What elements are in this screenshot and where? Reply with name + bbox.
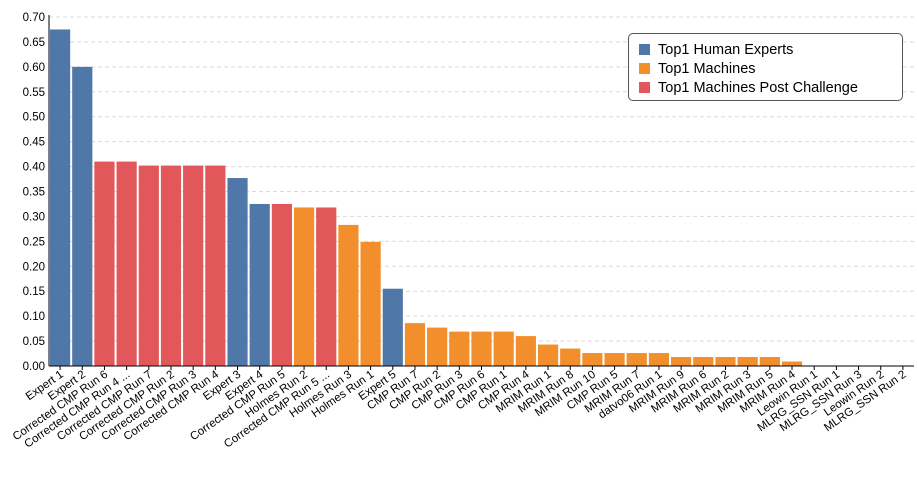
bars	[50, 29, 803, 366]
bar	[138, 165, 159, 366]
bar	[72, 66, 93, 366]
bar	[671, 357, 692, 366]
bar	[271, 203, 292, 366]
bar	[293, 207, 315, 366]
y-tick-label: 0.35	[23, 187, 45, 199]
bar	[471, 331, 492, 366]
bar	[715, 357, 736, 366]
bar	[50, 29, 71, 366]
bar	[94, 161, 115, 366]
legend-swatch-human	[639, 44, 650, 55]
bar	[693, 357, 714, 366]
legend-label-machine: Top1 Machines	[658, 60, 756, 77]
bar	[205, 165, 226, 366]
bar	[582, 353, 603, 366]
bar	[227, 178, 248, 366]
y-tick-label: 0.40	[23, 162, 45, 174]
y-tick-label: 0.30	[23, 211, 45, 223]
legend-item-machine: Top1 Machines	[639, 59, 892, 78]
legend-item-human: Top1 Human Experts	[639, 40, 892, 59]
bar	[648, 353, 670, 366]
y-tick-label: 0.15	[23, 286, 45, 298]
bar	[537, 344, 559, 366]
bar	[604, 353, 625, 366]
y-tick-label: 0.55	[23, 87, 45, 99]
y-tick-label: 0.65	[23, 37, 45, 49]
bar	[560, 348, 581, 366]
bar	[404, 323, 426, 366]
bar	[737, 357, 758, 366]
legend-swatch-post	[639, 82, 650, 93]
bar	[493, 331, 514, 366]
bar	[759, 357, 780, 366]
bar	[781, 361, 803, 366]
legend-item-post: Top1 Machines Post Challenge	[639, 78, 892, 97]
bar	[249, 203, 270, 366]
bar	[515, 336, 536, 366]
bar	[338, 224, 359, 366]
bar	[382, 288, 403, 366]
y-tick-label: 0.05	[23, 336, 45, 348]
y-tick-label: 0.00	[23, 361, 45, 373]
bar	[427, 327, 448, 366]
bar	[160, 165, 182, 366]
legend-label-post: Top1 Machines Post Challenge	[658, 79, 858, 96]
y-tick-label: 0.20	[23, 261, 45, 273]
y-tick-label: 0.70	[23, 12, 45, 24]
y-tick-label: 0.50	[23, 112, 45, 124]
bar	[116, 161, 137, 366]
axes	[48, 15, 914, 370]
legend-label-human: Top1 Human Experts	[658, 41, 794, 58]
y-tick-labels: 0.00 0.05 0.10 0.15 0.20 0.25 0.30 0.35 0.40 0.45…	[23, 12, 45, 373]
legend-swatch-machine	[639, 63, 650, 74]
y-tick-label: 0.10	[23, 311, 45, 323]
legend: Top1 Human Experts Top1 Machines Top1 Ma…	[628, 33, 903, 101]
bar	[316, 207, 337, 366]
bar	[626, 353, 647, 366]
y-tick-label: 0.45	[23, 137, 45, 149]
y-tick-label: 0.60	[23, 62, 45, 74]
bar	[183, 165, 204, 366]
y-tick-label: 0.25	[23, 236, 45, 248]
bar	[360, 241, 381, 366]
bar	[449, 331, 470, 366]
